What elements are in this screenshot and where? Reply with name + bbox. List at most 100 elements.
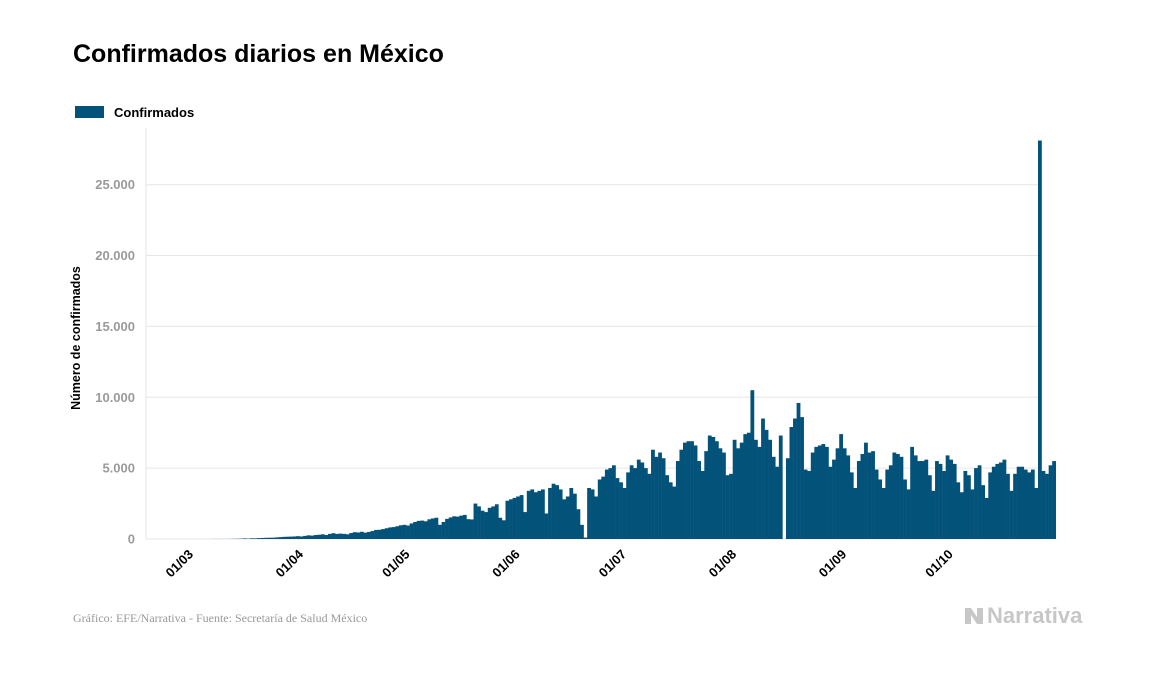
- x-tick-label: 01/04: [273, 546, 307, 580]
- bar: [736, 448, 741, 539]
- bar: [892, 452, 897, 539]
- bar: [551, 483, 556, 539]
- bar: [317, 534, 322, 539]
- bar: [537, 490, 542, 539]
- y-tick-label: 10.000: [95, 390, 135, 405]
- bar: [303, 535, 307, 539]
- bar: [743, 434, 748, 539]
- bar: [409, 523, 414, 539]
- bar: [260, 537, 265, 539]
- bar: [729, 473, 733, 539]
- bar: [480, 510, 485, 539]
- bar: [565, 496, 570, 539]
- bar: [789, 427, 794, 539]
- bar: [998, 462, 1003, 539]
- bar: [810, 452, 815, 539]
- legend: Confirmados: [75, 103, 194, 121]
- bar: [274, 537, 279, 539]
- bar: [587, 487, 591, 539]
- bar: [839, 434, 843, 539]
- bar: [345, 534, 350, 539]
- bar: [722, 452, 726, 539]
- bar: [952, 463, 957, 539]
- bar: [399, 525, 403, 539]
- bar: [654, 456, 659, 539]
- bar: [413, 521, 417, 539]
- bar: [832, 459, 836, 539]
- bar: [501, 520, 506, 539]
- bar: [313, 535, 318, 539]
- bar: [1009, 490, 1014, 539]
- bar: [871, 451, 875, 539]
- bar: [640, 462, 645, 539]
- bar: [320, 534, 325, 539]
- bar: [1006, 473, 1010, 539]
- bar: [619, 482, 623, 539]
- bar: [757, 446, 762, 539]
- bar: [494, 504, 499, 539]
- bar: [704, 451, 709, 539]
- bar: [864, 442, 868, 539]
- bar: [448, 517, 453, 539]
- bar: [981, 485, 985, 539]
- bar: [651, 449, 655, 539]
- y-tick-labels: 0 5.000 10.000 15.000 20.000 25.000: [95, 177, 135, 546]
- bar: [885, 469, 890, 539]
- bar: [1052, 461, 1056, 539]
- bar: [558, 489, 563, 539]
- bar: [473, 503, 478, 539]
- bar: [310, 535, 315, 539]
- bar: [629, 465, 634, 539]
- bar: [924, 459, 929, 539]
- bar: [920, 461, 925, 539]
- bar: [665, 475, 670, 539]
- bar: [377, 529, 382, 539]
- bar: [661, 458, 666, 539]
- bar: [498, 517, 503, 539]
- bar: [803, 469, 808, 539]
- bar: [242, 538, 247, 539]
- source-footer: Gráfico: EFE/Narrativa - Fuente: Secreta…: [73, 611, 368, 625]
- bar: [601, 476, 606, 539]
- bar: [675, 461, 680, 539]
- bar: [331, 533, 336, 539]
- x-tick-label: 01/09: [816, 547, 850, 581]
- y-tick-label: 5.000: [102, 461, 135, 476]
- bar: [910, 446, 914, 539]
- bar: [1045, 473, 1049, 539]
- bar: [1023, 469, 1028, 539]
- brand-logo: Narrativa: [963, 603, 1082, 629]
- bar: [257, 538, 261, 539]
- bar: [860, 453, 865, 539]
- bar: [562, 499, 567, 539]
- bar: [523, 512, 528, 539]
- x-tick-labels: 01/03 01/04 01/05 01/06 01/07 01/08 01/09 01/10: [163, 546, 956, 580]
- bar: [913, 455, 918, 539]
- bar: [466, 519, 471, 539]
- bar: [622, 487, 627, 539]
- bar: [516, 496, 520, 539]
- bar: [491, 506, 496, 539]
- bar: [991, 466, 996, 539]
- narrativa-logo-icon: [965, 608, 983, 624]
- bar: [935, 461, 939, 539]
- x-tick-label: 01/05: [379, 547, 413, 581]
- bar: [249, 538, 254, 539]
- bar: [359, 531, 364, 539]
- bar: [356, 532, 361, 539]
- bar: [342, 533, 346, 539]
- bar: [427, 519, 432, 539]
- bar: [793, 418, 797, 539]
- bar: [434, 517, 439, 539]
- bar: [633, 468, 638, 539]
- bar: [807, 470, 812, 539]
- bar: [768, 439, 772, 539]
- bar: [381, 529, 386, 539]
- bar: [1034, 487, 1039, 539]
- bar: [658, 452, 662, 539]
- bar: [988, 472, 993, 539]
- y-tick-label: 15.000: [95, 319, 135, 334]
- bar: [445, 518, 449, 539]
- bar: [967, 475, 971, 539]
